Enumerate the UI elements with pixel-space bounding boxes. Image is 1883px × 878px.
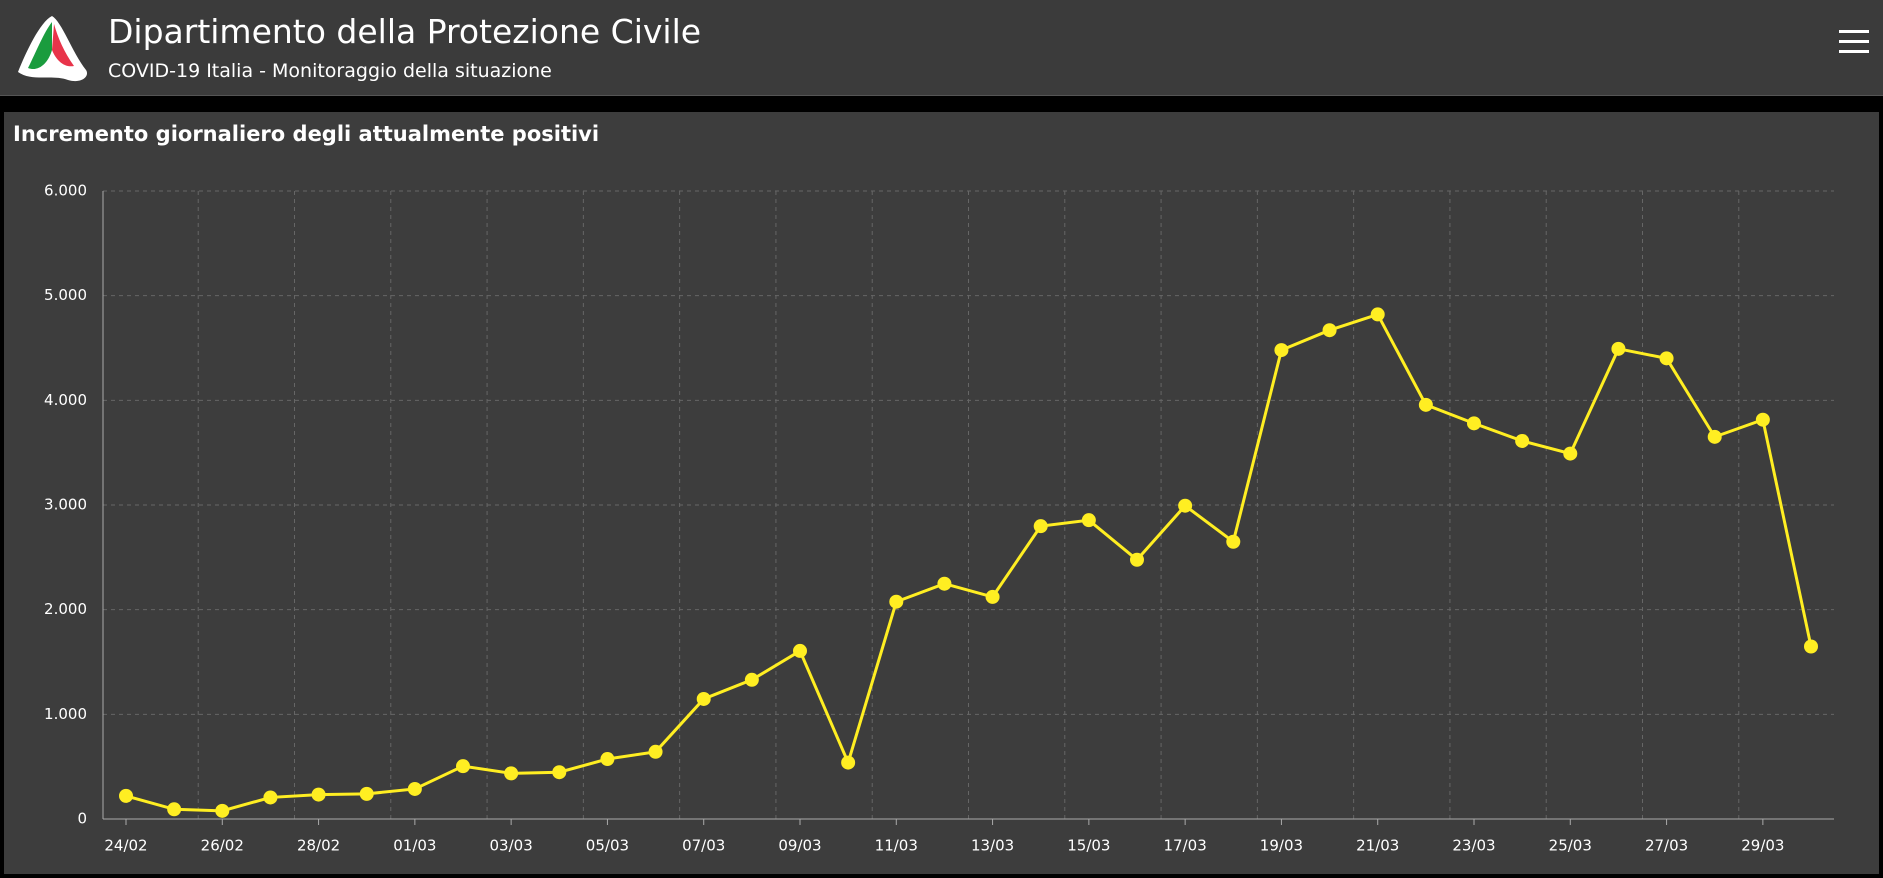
x-tick-label: 21/03 xyxy=(1356,837,1399,855)
menu-button[interactable] xyxy=(1839,28,1869,56)
y-tick-label: 6.000 xyxy=(44,182,87,200)
point xyxy=(841,755,856,770)
point xyxy=(552,765,567,780)
point xyxy=(359,786,374,801)
point xyxy=(1418,397,1433,412)
point xyxy=(167,802,182,817)
x-tick-label: 19/03 xyxy=(1260,837,1303,855)
point xyxy=(119,788,133,803)
chart-title: Incremento giornaliero degli attualmente… xyxy=(13,122,599,146)
point xyxy=(1467,416,1481,431)
x-tick-label: 03/03 xyxy=(490,837,533,855)
y-tick-label: 3.000 xyxy=(44,496,87,514)
x-tick-label: 26/02 xyxy=(201,837,244,855)
y-tick-label: 1.000 xyxy=(44,705,87,723)
point xyxy=(793,643,807,658)
point xyxy=(215,803,230,818)
point xyxy=(1707,429,1722,444)
point xyxy=(1130,552,1144,567)
line xyxy=(125,312,1813,813)
point xyxy=(1659,351,1674,366)
x-tick-label: 25/03 xyxy=(1549,837,1592,855)
app-title: Dipartimento della Protezione Civile xyxy=(108,12,702,51)
point xyxy=(744,672,759,687)
x-tick-label: 15/03 xyxy=(1067,837,1110,855)
point xyxy=(1081,513,1096,528)
point xyxy=(1033,519,1048,534)
x-tick-label: 13/03 xyxy=(971,837,1014,855)
point xyxy=(456,759,470,774)
point xyxy=(407,781,422,796)
app-subtitle: COVID-19 Italia - Monitoraggio della sit… xyxy=(108,60,552,82)
point xyxy=(889,594,904,609)
x-tick-label: 24/02 xyxy=(104,837,147,855)
point xyxy=(263,790,278,805)
point xyxy=(1226,534,1241,549)
point xyxy=(1370,307,1385,322)
point xyxy=(937,576,952,591)
point xyxy=(1178,498,1193,513)
y-tick-label: 5.000 xyxy=(44,286,87,304)
point xyxy=(1755,412,1770,427)
logo xyxy=(18,16,88,82)
x-tick-label: 17/03 xyxy=(1164,837,1207,855)
chart: Incremento giornaliero degli attualmente… xyxy=(13,122,1834,855)
point xyxy=(1563,446,1578,461)
x-tick-label: 29/03 xyxy=(1741,837,1784,855)
x-tick-label: 28/02 xyxy=(297,837,340,855)
point xyxy=(648,744,663,759)
point xyxy=(696,691,711,706)
point xyxy=(311,787,326,802)
point xyxy=(1322,323,1337,338)
y-tick-label: 2.000 xyxy=(44,600,87,618)
point xyxy=(1611,341,1626,356)
x-tick-label: 11/03 xyxy=(875,837,918,855)
x-tick-label: 05/03 xyxy=(586,837,629,855)
x-tick-label: 09/03 xyxy=(778,837,821,855)
y-tick-label: 4.000 xyxy=(44,391,87,409)
y-tick-label: 0 xyxy=(77,810,87,828)
x-tick-label: 27/03 xyxy=(1645,837,1688,855)
point xyxy=(600,752,615,767)
point xyxy=(1274,343,1289,358)
point xyxy=(1804,639,1818,654)
x-tick-label: 23/03 xyxy=(1452,837,1495,855)
point xyxy=(504,766,519,781)
chart-panel: Incremento giornaliero degli attualmente… xyxy=(4,112,1879,874)
point xyxy=(1515,433,1530,448)
x-tick-label: 07/03 xyxy=(682,837,725,855)
x-tick-label: 01/03 xyxy=(393,837,436,855)
point xyxy=(985,589,1000,604)
header: Dipartimento della Protezione Civile COV… xyxy=(0,0,1883,96)
